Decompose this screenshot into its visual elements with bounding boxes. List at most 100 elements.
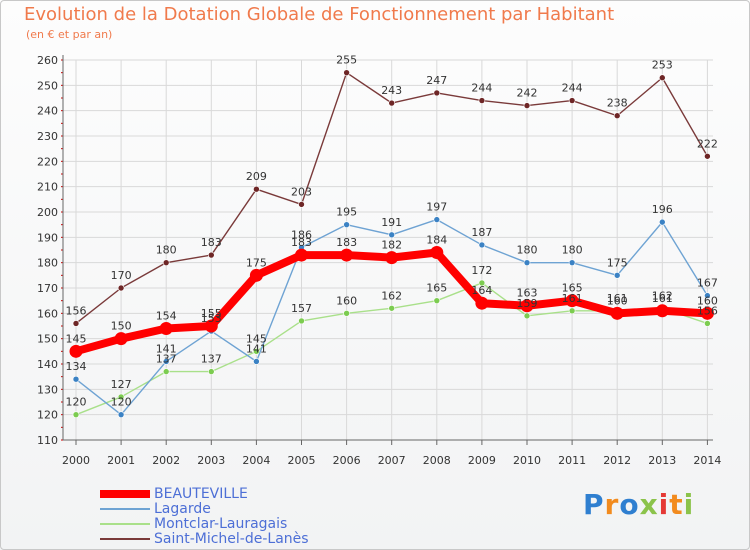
data-label: 162 <box>381 289 402 302</box>
y-tick-label: 160 <box>37 307 58 320</box>
data-label: 165 <box>426 282 447 295</box>
data-label: 196 <box>652 203 673 216</box>
data-point <box>343 69 350 76</box>
legend-swatch <box>100 523 150 525</box>
data-point <box>568 307 576 315</box>
legend-swatch <box>100 508 150 510</box>
logo-letter: i <box>683 488 695 521</box>
data-label: 127 <box>111 378 132 391</box>
data-label: 160 <box>336 294 357 307</box>
data-label: 175 <box>607 256 628 269</box>
data-label: 160 <box>697 294 718 307</box>
data-point <box>340 248 354 262</box>
data-point <box>72 375 80 383</box>
proxiti-logo: Proxiti <box>583 488 694 521</box>
x-tick-label: 2010 <box>513 454 541 467</box>
data-label: 183 <box>291 236 312 249</box>
data-label: 120 <box>66 396 87 409</box>
data-point <box>704 320 711 327</box>
data-point <box>658 74 666 82</box>
data-point <box>72 411 80 418</box>
data-point <box>433 216 441 223</box>
data-label: 182 <box>381 239 402 252</box>
data-point <box>72 320 80 327</box>
data-label: 180 <box>517 244 538 257</box>
data-label: 161 <box>607 292 628 305</box>
data-point <box>253 358 260 365</box>
data-point <box>388 231 396 239</box>
y-tick-label: 180 <box>37 257 58 270</box>
data-label: 186 <box>291 228 312 241</box>
data-label: 120 <box>111 396 132 409</box>
data-point <box>343 310 350 317</box>
legend-swatch <box>100 490 150 498</box>
y-tick-label: 110 <box>37 434 58 447</box>
data-label: 137 <box>156 353 177 366</box>
x-tick-label: 2004 <box>242 454 270 467</box>
data-label: 247 <box>426 74 447 87</box>
data-label: 203 <box>291 185 312 198</box>
data-label: 155 <box>201 307 222 320</box>
data-point <box>520 299 534 313</box>
logo-letter: i <box>658 488 670 521</box>
legend-label: Lagarde <box>154 501 211 517</box>
x-tick-label: 2002 <box>152 454 180 467</box>
legend-swatch <box>100 538 150 540</box>
data-point <box>523 102 531 109</box>
data-label: 184 <box>426 234 447 247</box>
data-point <box>523 259 531 266</box>
data-point <box>568 259 576 266</box>
data-label: 163 <box>517 287 538 300</box>
data-label: 167 <box>697 277 718 290</box>
data-point <box>249 268 263 282</box>
data-point <box>478 97 486 104</box>
data-point <box>385 251 399 265</box>
data-label: 162 <box>652 289 673 302</box>
y-tick-label: 220 <box>37 155 58 168</box>
y-tick-label: 250 <box>37 79 58 92</box>
data-label: 222 <box>697 137 718 150</box>
data-label: 183 <box>201 236 222 249</box>
data-label: 175 <box>246 256 267 269</box>
x-tick-label: 2005 <box>288 454 316 467</box>
data-label: 159 <box>517 297 538 310</box>
x-tick-label: 2000 <box>62 454 90 467</box>
data-label: 180 <box>156 244 177 257</box>
data-point <box>253 348 260 355</box>
x-tick-label: 2012 <box>603 454 631 467</box>
y-tick-label: 140 <box>37 358 58 371</box>
logo-letter: t <box>669 488 684 521</box>
data-label: 141 <box>156 342 177 355</box>
y-tick-label: 150 <box>37 333 58 346</box>
legend-label: BEAUTEVILLE <box>154 486 248 502</box>
data-point <box>204 319 218 333</box>
x-tick-label: 2007 <box>378 454 406 467</box>
data-point <box>117 411 125 418</box>
data-point <box>298 201 305 208</box>
y-tick-label: 200 <box>37 206 58 219</box>
data-point <box>117 284 125 292</box>
data-point <box>613 112 621 120</box>
data-label: 244 <box>471 82 492 95</box>
chart-subtitle: (en € et par an) <box>26 28 113 41</box>
data-label: 253 <box>652 59 673 72</box>
data-point <box>478 241 486 249</box>
data-point <box>343 221 350 228</box>
data-label: 255 <box>336 54 357 67</box>
data-point <box>388 99 396 107</box>
data-point <box>298 317 305 325</box>
data-label: 242 <box>517 87 538 100</box>
data-label: 134 <box>66 360 87 373</box>
y-tick-label: 230 <box>37 130 58 143</box>
data-label: 195 <box>336 206 357 219</box>
data-label: 161 <box>562 292 583 305</box>
logo-letter: x <box>639 488 659 521</box>
data-label: 141 <box>246 342 267 355</box>
data-point <box>295 248 308 262</box>
data-point <box>162 259 170 266</box>
data-point <box>430 246 444 260</box>
data-label: 161 <box>652 292 673 305</box>
y-tick-label: 210 <box>37 181 58 194</box>
data-point <box>704 292 711 299</box>
y-tick-label: 130 <box>37 383 58 396</box>
